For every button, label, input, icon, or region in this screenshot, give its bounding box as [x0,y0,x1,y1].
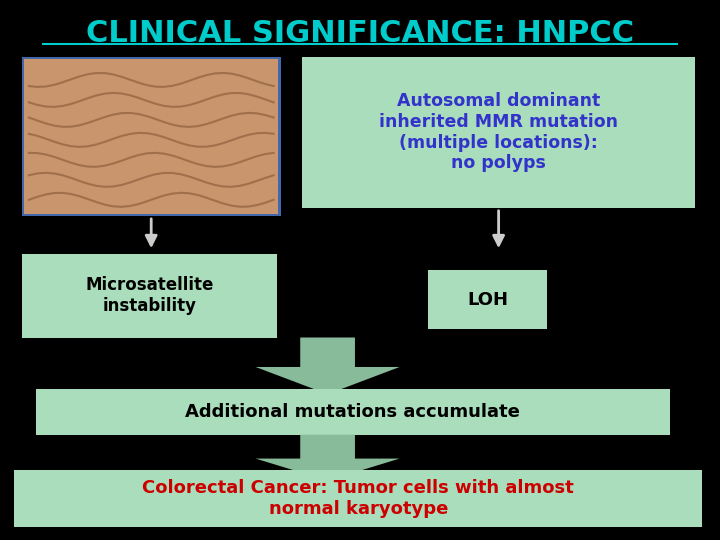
Text: CLINICAL SIGNIFICANCE: HNPCC: CLINICAL SIGNIFICANCE: HNPCC [86,19,634,48]
Polygon shape [256,435,400,481]
Text: Additional mutations accumulate: Additional mutations accumulate [185,403,521,421]
FancyBboxPatch shape [24,59,278,214]
FancyBboxPatch shape [14,470,702,526]
Text: Microsatellite
instability: Microsatellite instability [85,276,214,315]
Text: Autosomal dominant
inherited MMR mutation
(multiple locations):
no polyps: Autosomal dominant inherited MMR mutatio… [379,92,618,172]
FancyBboxPatch shape [428,270,547,329]
Text: LOH: LOH [467,291,508,309]
Text: Colorectal Cancer: Tumor cells with almost
normal karyotype: Colorectal Cancer: Tumor cells with almo… [143,479,574,517]
Polygon shape [256,338,400,394]
FancyBboxPatch shape [22,254,277,338]
FancyBboxPatch shape [36,389,670,435]
FancyBboxPatch shape [302,57,695,208]
FancyBboxPatch shape [22,57,281,216]
